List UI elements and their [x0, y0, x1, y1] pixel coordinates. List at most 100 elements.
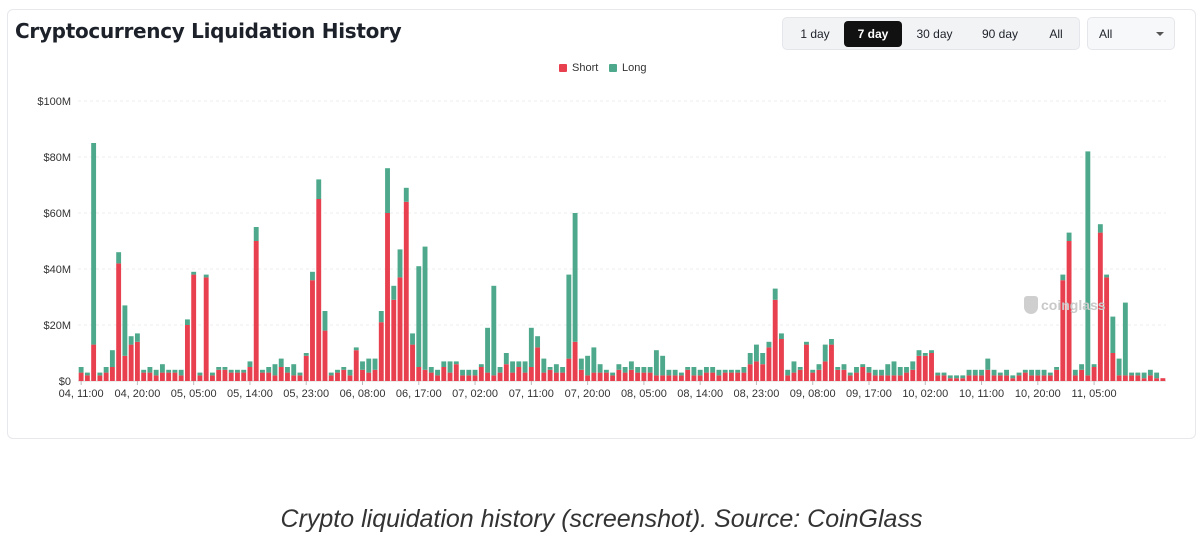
- bar-short[interactable]: [1066, 241, 1072, 381]
- bar-long[interactable]: [78, 367, 84, 373]
- bar-short[interactable]: [722, 372, 728, 381]
- bar-short[interactable]: [535, 347, 541, 381]
- bar-long[interactable]: [84, 372, 90, 376]
- bar-long[interactable]: [285, 367, 290, 373]
- bar-long[interactable]: [722, 369, 728, 373]
- bar-short[interactable]: [378, 322, 384, 381]
- bar-long[interactable]: [791, 361, 797, 373]
- bar-long[interactable]: [441, 361, 447, 367]
- bar-long[interactable]: [191, 271, 197, 275]
- bar-short[interactable]: [866, 372, 872, 381]
- bar-long[interactable]: [666, 369, 672, 376]
- bar-short[interactable]: [1097, 232, 1103, 381]
- bar-short[interactable]: [397, 277, 403, 381]
- bar-short[interactable]: [910, 369, 916, 381]
- bar-long[interactable]: [466, 369, 472, 376]
- bar-short[interactable]: [485, 372, 490, 381]
- bar-long[interactable]: [566, 274, 572, 359]
- range-1-day-button[interactable]: 1 day: [800, 27, 830, 41]
- bar-long[interactable]: [166, 369, 172, 373]
- bar-long[interactable]: [897, 367, 903, 376]
- bar-long[interactable]: [297, 372, 303, 376]
- bar-long[interactable]: [128, 336, 134, 345]
- bar-long[interactable]: [122, 305, 128, 356]
- bar-long[interactable]: [197, 372, 203, 376]
- bar-short[interactable]: [335, 372, 340, 381]
- bar-long[interactable]: [385, 168, 390, 213]
- bar-long[interactable]: [272, 364, 278, 376]
- bar-short[interactable]: [310, 280, 315, 381]
- range-90-day-button[interactable]: 90 day: [981, 27, 1019, 41]
- bar-short[interactable]: [328, 375, 334, 381]
- bar-long[interactable]: [847, 372, 853, 376]
- bar-short[interactable]: [178, 375, 184, 381]
- bar-long[interactable]: [510, 361, 516, 373]
- bar-short[interactable]: [1129, 375, 1135, 381]
- bar-short[interactable]: [653, 375, 659, 381]
- bar-long[interactable]: [960, 375, 966, 379]
- bar-short[interactable]: [916, 355, 922, 381]
- bar-short[interactable]: [635, 372, 641, 381]
- bar-short[interactable]: [191, 274, 197, 381]
- bar-short[interactable]: [422, 369, 428, 381]
- bar-short[interactable]: [122, 355, 128, 381]
- bar-short[interactable]: [347, 375, 353, 381]
- bar-short[interactable]: [747, 364, 753, 381]
- bar-short[interactable]: [453, 364, 459, 381]
- bar-long[interactable]: [954, 375, 959, 379]
- bar-short[interactable]: [391, 299, 397, 381]
- bar-long[interactable]: [966, 369, 972, 376]
- bar-long[interactable]: [241, 369, 247, 373]
- bar-short[interactable]: [260, 372, 265, 381]
- bar-short[interactable]: [628, 369, 634, 381]
- bar-long[interactable]: [597, 364, 603, 373]
- bar-long[interactable]: [322, 311, 328, 331]
- bar-short[interactable]: [1116, 375, 1122, 381]
- bar-long[interactable]: [172, 369, 178, 373]
- bar-short[interactable]: [541, 372, 547, 381]
- bar-long[interactable]: [710, 367, 716, 373]
- bar-short[interactable]: [1091, 367, 1097, 381]
- bar-long[interactable]: [916, 350, 922, 356]
- bar-long[interactable]: [1047, 372, 1053, 376]
- bar-long[interactable]: [603, 369, 609, 373]
- bar-short[interactable]: [184, 325, 190, 381]
- bar-long[interactable]: [816, 364, 822, 370]
- bar-short[interactable]: [141, 372, 147, 381]
- bar-long[interactable]: [203, 274, 209, 278]
- bar-long[interactable]: [754, 344, 759, 362]
- bar-short[interactable]: [1110, 353, 1116, 381]
- bar-long[interactable]: [841, 364, 847, 370]
- bar-short[interactable]: [435, 375, 440, 381]
- bar-long[interactable]: [1097, 224, 1103, 233]
- bar-long[interactable]: [1110, 316, 1116, 353]
- bar-short[interactable]: [578, 369, 584, 381]
- bar-short[interactable]: [1085, 375, 1091, 381]
- bar-long[interactable]: [1147, 369, 1153, 376]
- bar-long[interactable]: [97, 372, 103, 376]
- bar-long[interactable]: [616, 364, 622, 370]
- bar-short[interactable]: [841, 369, 847, 381]
- bar-long[interactable]: [772, 288, 778, 300]
- bar-long[interactable]: [260, 369, 265, 373]
- bar-short[interactable]: [97, 375, 103, 381]
- bar-long[interactable]: [891, 361, 897, 376]
- bar-short[interactable]: [1104, 277, 1110, 381]
- bar-short[interactable]: [134, 341, 140, 381]
- bar-long[interactable]: [610, 372, 616, 376]
- bar-short[interactable]: [372, 369, 378, 381]
- bar-short[interactable]: [766, 347, 772, 381]
- bar-short[interactable]: [366, 372, 372, 381]
- bar-long[interactable]: [785, 369, 791, 376]
- bar-short[interactable]: [754, 361, 759, 381]
- bar-long[interactable]: [141, 369, 147, 373]
- legend-item-long[interactable]: Long: [609, 62, 646, 74]
- bar-long[interactable]: [347, 369, 353, 376]
- bar-short[interactable]: [84, 375, 90, 381]
- bar-long[interactable]: [253, 227, 259, 241]
- bar-long[interactable]: [147, 367, 153, 373]
- bar-short[interactable]: [879, 375, 884, 381]
- bar-long[interactable]: [503, 353, 509, 365]
- bar-long[interactable]: [428, 367, 434, 373]
- bar-long[interactable]: [947, 375, 953, 379]
